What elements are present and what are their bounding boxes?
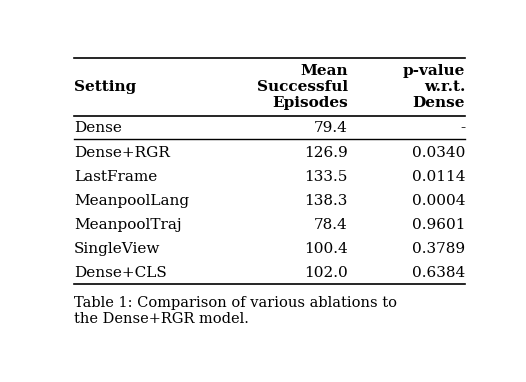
Text: 100.4: 100.4 <box>304 242 348 256</box>
Text: 138.3: 138.3 <box>305 194 348 208</box>
Text: 0.0114: 0.0114 <box>412 170 466 184</box>
Text: 133.5: 133.5 <box>305 170 348 184</box>
Text: Dense+RGR: Dense+RGR <box>74 146 170 160</box>
Text: MeanpoolLang: MeanpoolLang <box>74 194 189 208</box>
Text: p-value
w.r.t.
Dense: p-value w.r.t. Dense <box>403 64 466 110</box>
Text: Dense+CLS: Dense+CLS <box>74 266 167 280</box>
Text: MeanpoolTraj: MeanpoolTraj <box>74 218 181 232</box>
Text: 0.0340: 0.0340 <box>412 146 466 160</box>
Text: Mean
Successful
Episodes: Mean Successful Episodes <box>257 64 348 110</box>
Text: 0.0004: 0.0004 <box>412 194 466 208</box>
Text: -: - <box>460 121 466 136</box>
Text: 102.0: 102.0 <box>304 266 348 280</box>
Text: Dense: Dense <box>74 121 122 136</box>
Text: SingleView: SingleView <box>74 242 160 256</box>
Text: 0.3789: 0.3789 <box>412 242 466 256</box>
Text: 126.9: 126.9 <box>304 146 348 160</box>
Text: 0.6384: 0.6384 <box>412 266 466 280</box>
Text: 79.4: 79.4 <box>314 121 348 136</box>
Text: LastFrame: LastFrame <box>74 170 157 184</box>
Text: 0.9601: 0.9601 <box>412 218 466 232</box>
Text: 78.4: 78.4 <box>314 218 348 232</box>
Text: Setting: Setting <box>74 80 136 94</box>
Text: Table 1: Comparison of various ablations to
the Dense+RGR model.: Table 1: Comparison of various ablations… <box>74 296 397 326</box>
